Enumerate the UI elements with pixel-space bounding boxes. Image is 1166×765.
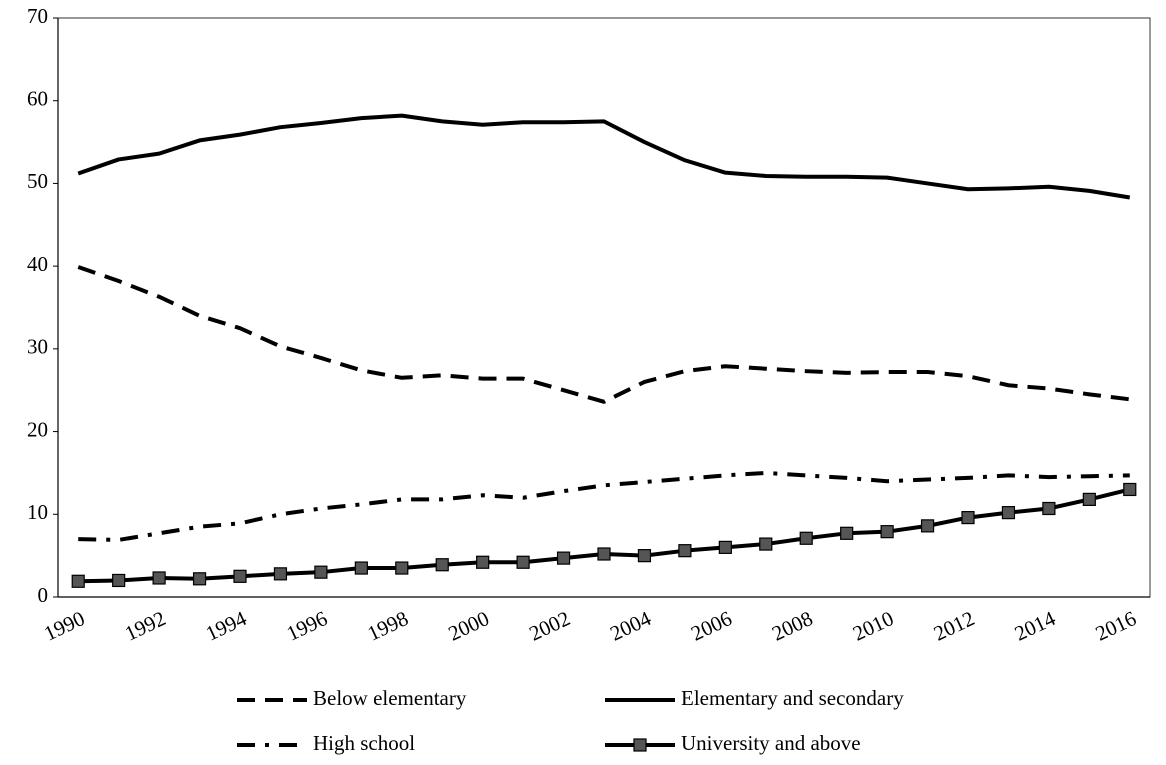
x-tick-label: 1996 xyxy=(283,606,331,646)
y-tick-label: 30 xyxy=(27,335,48,359)
x-tick-label: 2006 xyxy=(687,606,735,646)
marker xyxy=(354,561,368,575)
marker xyxy=(273,567,288,581)
plot-frame xyxy=(57,17,1151,598)
marker xyxy=(516,555,530,569)
marker xyxy=(1001,506,1016,520)
series-line xyxy=(78,487,1131,584)
legend-label: University and above xyxy=(681,731,861,755)
marker xyxy=(395,561,409,575)
y-tick-label: 70 xyxy=(27,4,48,28)
series-line xyxy=(77,265,1131,404)
y-tick-label: 10 xyxy=(27,500,48,524)
marker xyxy=(112,573,126,588)
marker xyxy=(759,537,773,551)
x-tick-label: 1994 xyxy=(202,606,251,646)
marker xyxy=(1042,501,1056,516)
legend-label: Elementary and secondary xyxy=(681,686,904,710)
marker xyxy=(476,555,490,569)
marker xyxy=(435,558,449,572)
marker xyxy=(1123,482,1137,497)
marker xyxy=(1082,492,1096,506)
marker xyxy=(192,572,207,586)
x-tick-label: 2002 xyxy=(525,606,573,646)
marker xyxy=(678,544,692,558)
marker xyxy=(152,571,166,585)
x-tick-label: 2012 xyxy=(930,606,978,646)
x-tick-label: 2014 xyxy=(1011,606,1060,646)
marker xyxy=(314,565,328,579)
y-tick-label: 20 xyxy=(27,417,48,441)
marker xyxy=(718,540,732,554)
y-tick-label: 60 xyxy=(27,87,48,111)
x-tick-label: 1992 xyxy=(121,606,169,646)
marker xyxy=(961,510,975,525)
marker xyxy=(597,547,611,561)
x-tick-label: 2004 xyxy=(606,606,655,646)
series-line xyxy=(78,470,1130,542)
marker xyxy=(637,549,652,563)
marker xyxy=(880,525,894,539)
x-tick-label: 2010 xyxy=(849,606,897,646)
marker xyxy=(920,519,935,533)
y-tick-label: 0 xyxy=(38,583,49,607)
legend-marker xyxy=(633,738,647,752)
marker xyxy=(556,551,571,565)
x-tick-label: 2016 xyxy=(1092,606,1140,646)
marker xyxy=(233,569,247,583)
marker xyxy=(799,531,813,545)
x-tick-label: 2000 xyxy=(445,606,493,646)
legend-label: Below elementary xyxy=(313,686,467,710)
series-line xyxy=(77,113,1131,200)
x-tick-label: 2008 xyxy=(768,606,816,646)
x-tick-label: 1998 xyxy=(364,606,412,646)
marker xyxy=(71,574,85,588)
y-tick-label: 40 xyxy=(27,252,48,276)
legend-label: High school xyxy=(313,731,415,755)
y-tick-label: 50 xyxy=(27,169,48,193)
x-tick-label: 1990 xyxy=(40,606,88,646)
marker xyxy=(840,526,854,540)
